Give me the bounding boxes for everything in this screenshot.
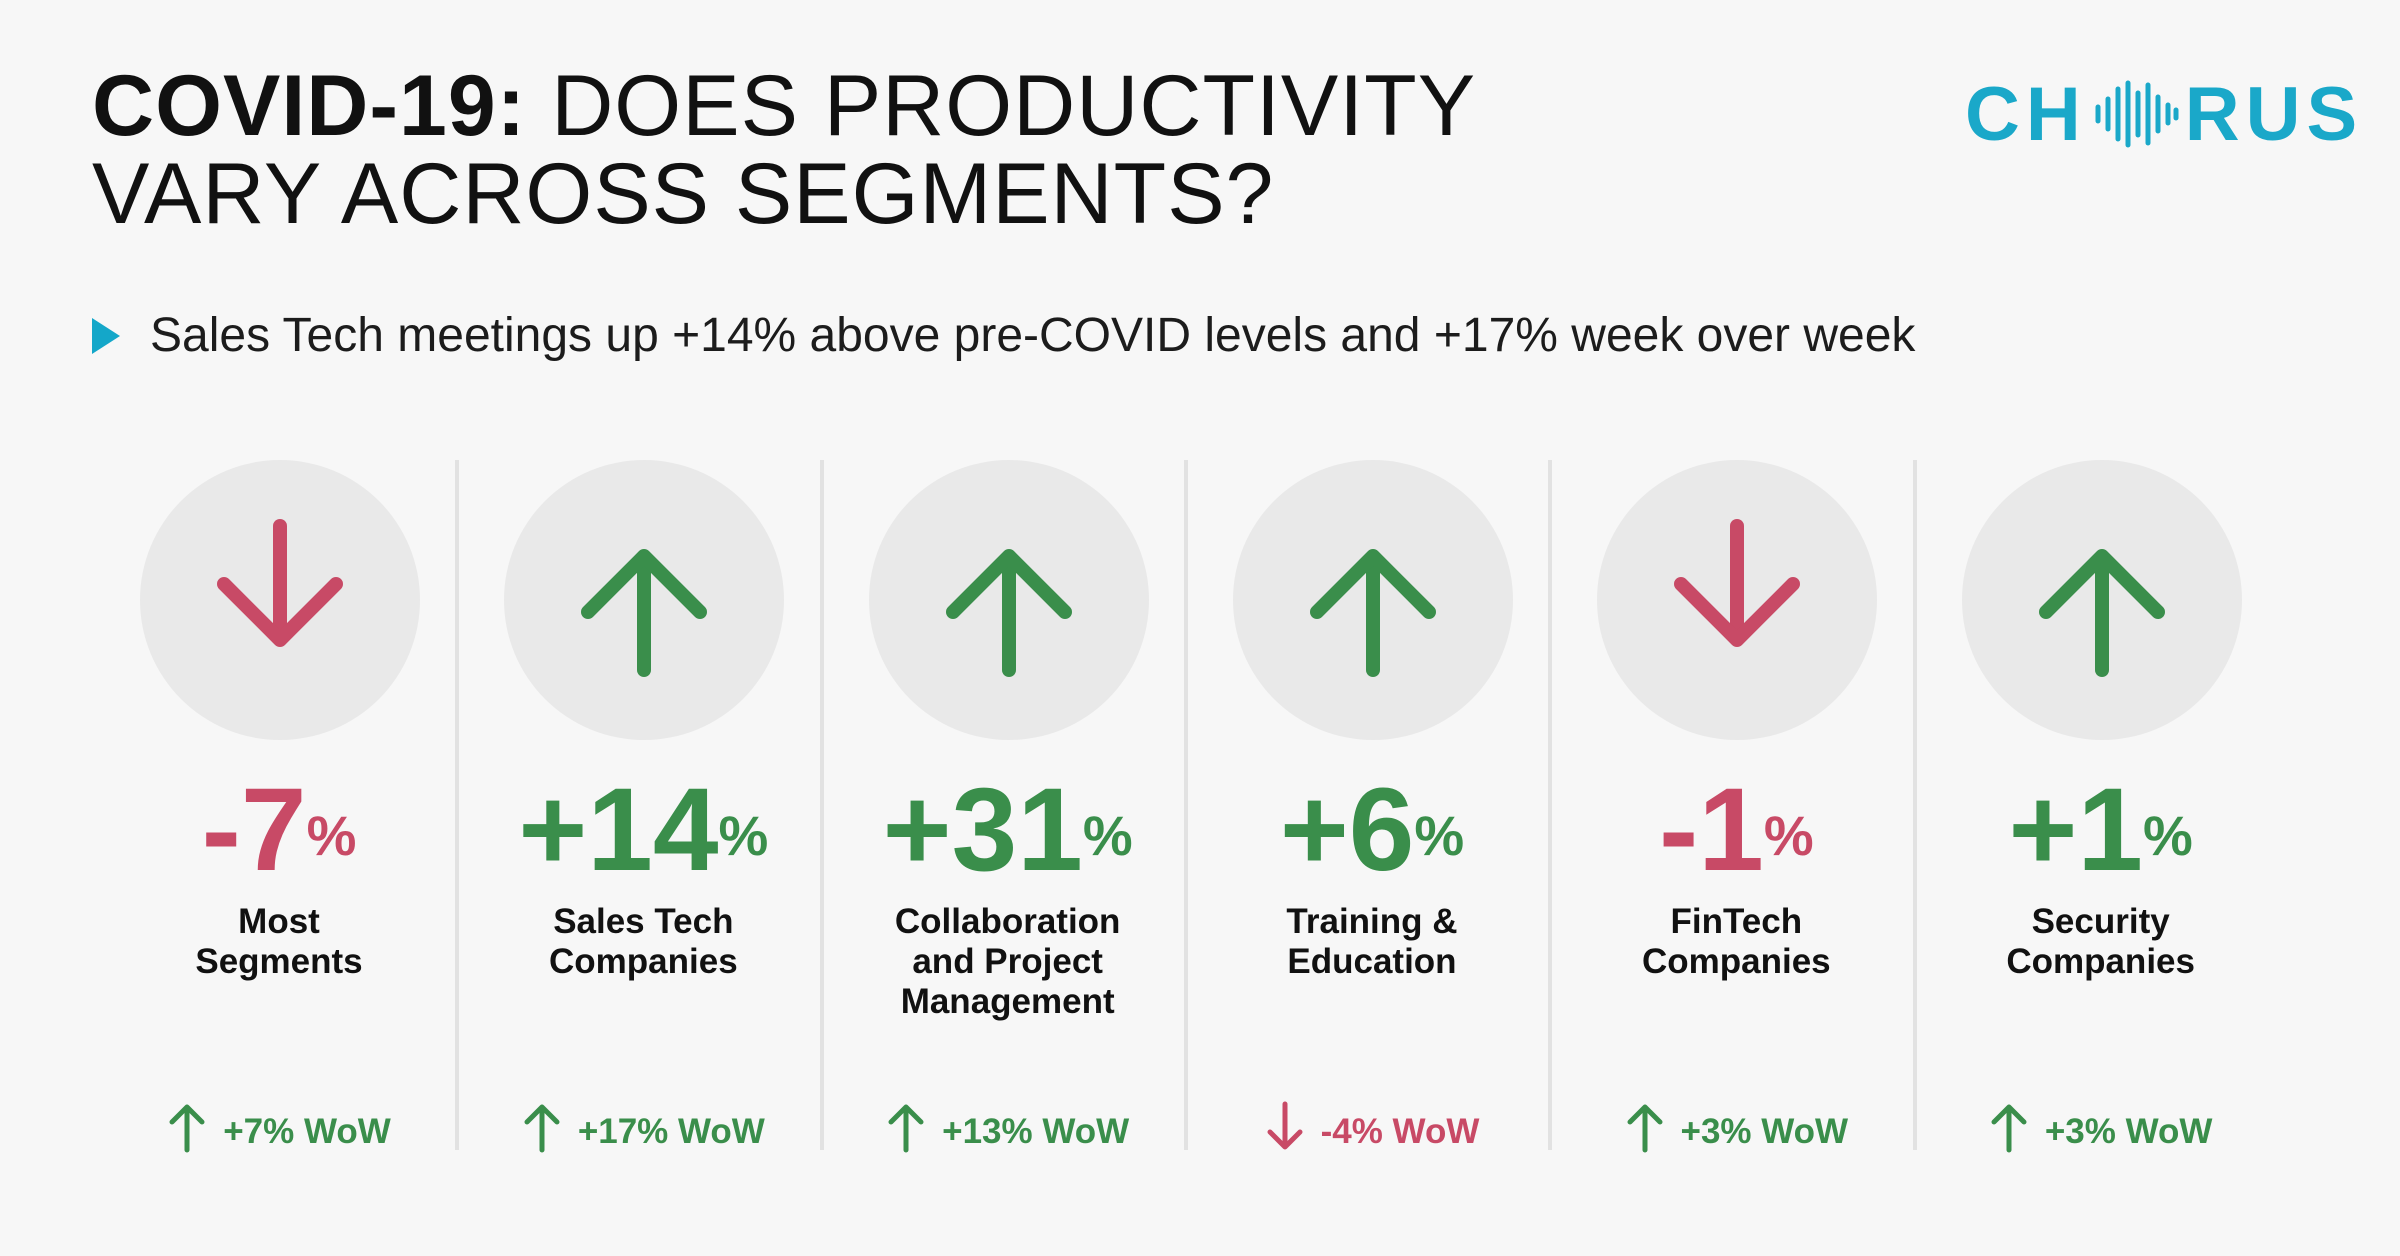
segment-value: +1% xyxy=(1915,760,2287,900)
segment-value: -7% xyxy=(93,760,465,900)
subtitle-text: Sales Tech meetings up +14% above pre-CO… xyxy=(150,309,1916,362)
wow-text: -4% WoW xyxy=(1320,1111,1480,1151)
title-line1: DOES PRODUCTIVITY xyxy=(551,58,1477,154)
small-arrow-up-icon xyxy=(522,1100,578,1163)
segment-value: -1% xyxy=(1550,760,1922,900)
wow-text: +13% WoW xyxy=(942,1111,1130,1151)
wow-text: +3% WoW xyxy=(1680,1111,1849,1151)
segment-label-line: Companies xyxy=(549,942,738,981)
segment-label-line: Training & xyxy=(1286,902,1458,941)
small-arrow-up-icon xyxy=(167,1100,223,1163)
segment-value-number: +6 xyxy=(1279,764,1415,896)
segment-value: +31% xyxy=(822,760,1194,900)
segment-card: +1% Security Companies +3% WoW xyxy=(1912,460,2279,1160)
segment-value-unit: % xyxy=(2143,804,2193,867)
segment-label: FinTech Companies xyxy=(1550,902,1922,982)
segment-label: Security Companies xyxy=(1915,902,2287,982)
segment-divider xyxy=(1183,460,1188,1150)
segment-value-number: -1 xyxy=(1658,764,1764,896)
segment-value-unit: % xyxy=(306,804,357,867)
segment-value-unit: % xyxy=(1763,804,1814,867)
page-title: COVID-19: DOES PRODUCTIVITY VARY ACROSS … xyxy=(92,62,1476,238)
arrow-up-icon xyxy=(574,512,714,689)
segment-card: -1% FinTech Companies +3% WoW xyxy=(1548,460,1914,1160)
segment-label-line: Companies xyxy=(1641,942,1831,981)
segment-divider xyxy=(1912,460,1917,1150)
segment-card: +6% Training & Education -4% WoW xyxy=(1183,460,1550,1160)
segment-card: -7% Most Segments +7% WoW xyxy=(93,460,457,1160)
segment-value-number: +14 xyxy=(518,764,719,896)
wow-change: +3% WoW xyxy=(1915,1100,2287,1163)
wow-text: +3% WoW xyxy=(2044,1111,2213,1151)
small-arrow-down-icon xyxy=(1265,1100,1321,1163)
segment-value: +14% xyxy=(457,760,829,900)
segment-label: Most Segments xyxy=(93,902,465,982)
segment-label-line: Collaboration xyxy=(894,902,1121,941)
subtitle: Sales Tech meetings up +14% above pre-CO… xyxy=(92,308,1915,363)
segment-label-line: Companies xyxy=(2006,942,2195,981)
segment-label: Sales Tech Companies xyxy=(457,902,829,982)
chorus-logo: CH RUS xyxy=(1965,72,2363,157)
segment-divider xyxy=(1548,460,1553,1150)
logo-text-right: RUS xyxy=(2184,71,2364,157)
wow-change: -4% WoW xyxy=(1186,1100,1558,1163)
trend-circle xyxy=(868,460,1149,740)
logo-text-left: CH xyxy=(1965,71,2087,157)
wow-change: +17% WoW xyxy=(457,1100,829,1163)
soundwave-icon xyxy=(2095,80,2179,148)
title-lead: COVID-19: xyxy=(92,58,527,154)
segment-value: +6% xyxy=(1186,760,1558,900)
trend-circle xyxy=(1232,460,1513,740)
segment-label-line: Most xyxy=(238,902,320,941)
trend-circle xyxy=(1961,460,2242,740)
wow-text: +17% WoW xyxy=(577,1111,765,1151)
segment-label: Collaboration and Project Management xyxy=(822,902,1194,1022)
arrow-up-icon xyxy=(2032,512,2172,689)
segment-value-number: -7 xyxy=(201,764,307,896)
segment-label-line: Segments xyxy=(195,942,363,981)
small-arrow-up-icon xyxy=(886,1100,942,1163)
segment-label-line: Education xyxy=(1287,942,1457,981)
segment-label-line: Security xyxy=(2031,902,2170,941)
segment-label-line: FinTech xyxy=(1670,902,1803,941)
segment-divider xyxy=(819,460,824,1150)
segment-label-line: and Project xyxy=(912,942,1103,981)
segment-value-number: +31 xyxy=(882,764,1083,896)
bullet-triangle-icon xyxy=(92,317,120,354)
small-arrow-up-icon xyxy=(1989,1100,2045,1163)
segment-card: +14% Sales Tech Companies +17% WoW xyxy=(455,460,821,1160)
segment-label: Training & Education xyxy=(1186,902,1558,982)
arrow-down-icon xyxy=(1667,512,1807,689)
segment-value-unit: % xyxy=(1414,804,1465,867)
segment-row: -7% Most Segments +7% WoW +14% Sales Tech Comp… xyxy=(93,460,2279,1160)
wow-change: +3% WoW xyxy=(1550,1100,1922,1163)
segment-value-number: +1 xyxy=(2008,764,2144,896)
trend-circle xyxy=(140,460,420,740)
trend-circle xyxy=(1597,460,1878,740)
title-line2: VARY ACROSS SEGMENTS? xyxy=(92,146,1275,242)
segment-label-line: Sales Tech xyxy=(553,902,734,941)
arrow-up-icon xyxy=(939,512,1079,689)
small-arrow-up-icon xyxy=(1625,1100,1681,1163)
segment-card: +31% Collaboration and Project Management +1… xyxy=(819,460,1186,1160)
wow-text: +7% WoW xyxy=(223,1111,391,1151)
trend-circle xyxy=(504,460,785,740)
segment-divider xyxy=(455,460,460,1150)
segment-value-unit: % xyxy=(718,804,769,867)
wow-change: +7% WoW xyxy=(93,1100,465,1163)
wow-change: +13% WoW xyxy=(822,1100,1194,1163)
arrow-up-icon xyxy=(1303,512,1443,689)
arrow-down-icon xyxy=(210,512,350,689)
segment-value-unit: % xyxy=(1082,804,1133,867)
segment-label-line: Management xyxy=(900,982,1115,1021)
